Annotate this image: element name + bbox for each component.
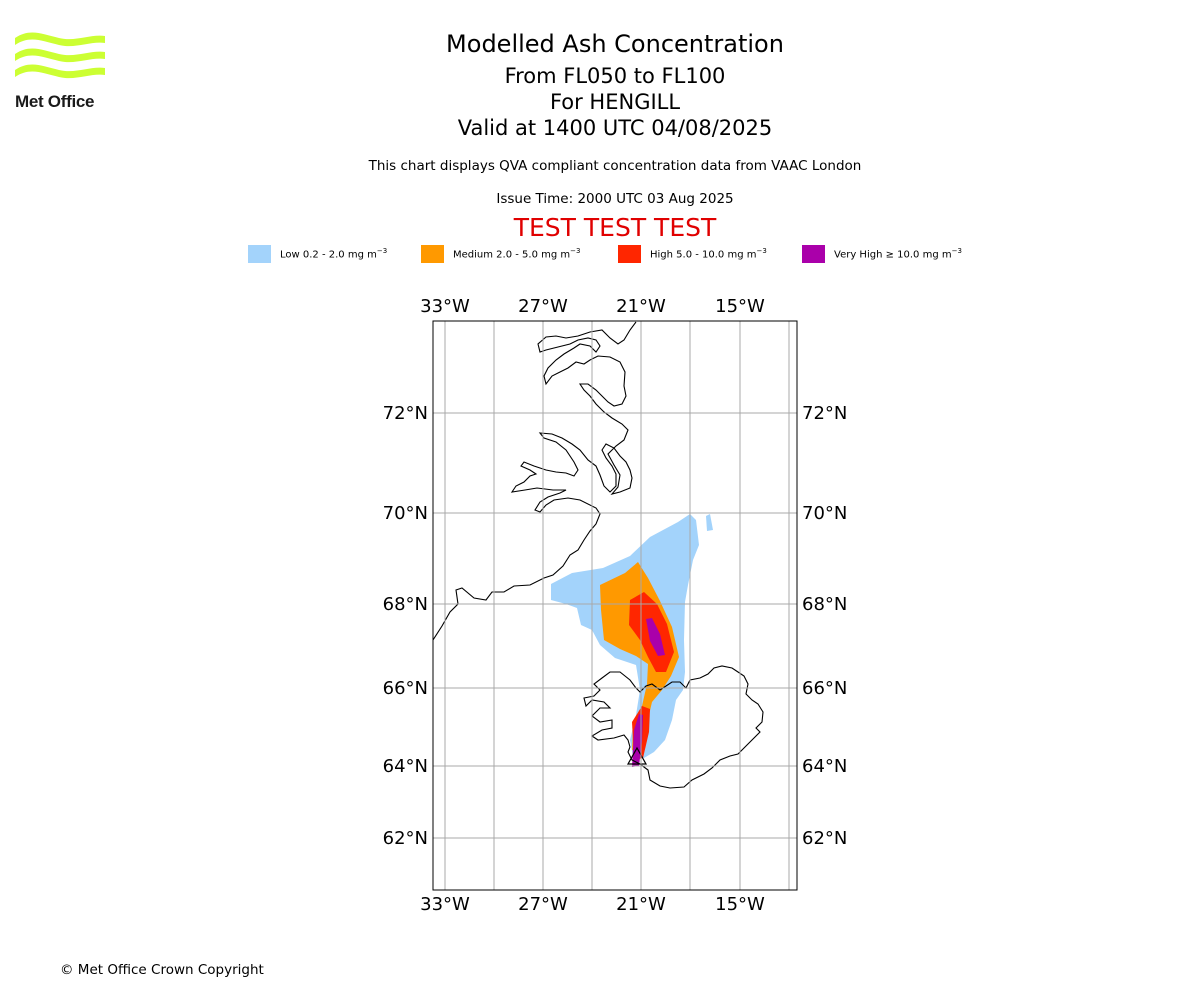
legend-item-medium: Medium 2.0 - 5.0 mg m−3 xyxy=(421,244,580,264)
met-office-logo xyxy=(15,32,105,79)
legend-unit-low: −3 xyxy=(376,247,388,256)
legend-item-low: Low 0.2 - 2.0 mg m−3 xyxy=(248,244,387,264)
ash-very-high-contour xyxy=(646,618,665,656)
lat-label-right-72n: 72°N xyxy=(802,403,847,424)
logo-waves-icon xyxy=(15,32,105,79)
legend-label-medium: Medium 2.0 - 5.0 mg m xyxy=(453,249,571,261)
lat-label-left-68n: 68°N xyxy=(383,594,428,615)
lat-label-left-70n: 70°N xyxy=(383,503,428,524)
lat-label-left-64n: 64°N xyxy=(383,756,428,777)
legend-label-very-high: Very High ≥ 10.0 mg m xyxy=(834,249,952,261)
legend-unit-very-high: −3 xyxy=(951,247,962,256)
copyright-footer: © Met Office Crown Copyright xyxy=(60,962,264,978)
lon-label-bottom-27w: 27°W xyxy=(518,894,568,915)
legend-swatch-very-high xyxy=(802,245,825,263)
legend-unit-medium: −3 xyxy=(570,247,581,256)
issue-time: Issue Time: 2000 UTC 03 Aug 2025 xyxy=(496,191,734,207)
lat-label-left-72n: 72°N xyxy=(383,403,428,424)
lat-label-right-68n: 68°N xyxy=(802,594,847,615)
legend-swatch-medium xyxy=(421,245,444,263)
lat-label-right-64n: 64°N xyxy=(802,756,847,777)
lon-label-bottom-15w: 15°W xyxy=(715,894,765,915)
coastlines xyxy=(433,321,764,789)
lat-label-right-66n: 66°N xyxy=(802,678,847,699)
lat-label-left-66n: 66°N xyxy=(383,678,428,699)
valid-time: Valid at 1400 UTC 04/08/2025 xyxy=(457,116,773,140)
lon-label-bottom-21w: 21°W xyxy=(616,894,666,915)
ash-low-islet xyxy=(706,514,713,531)
gridlines xyxy=(433,321,797,890)
greenland-coast xyxy=(433,321,637,641)
lon-label-bottom-33w: 33°W xyxy=(420,894,470,915)
lat-label-right-70n: 70°N xyxy=(802,503,847,524)
lon-label-top-21w: 21°W xyxy=(616,296,666,317)
compliance-note: This chart displays QVA compliant concen… xyxy=(368,158,862,174)
legend-swatch-low xyxy=(248,245,271,263)
legend-item-very-high: Very High ≥ 10.0 mg m−3 xyxy=(802,244,962,264)
lat-label-right-62n: 62°N xyxy=(802,828,847,849)
logo-text: Met Office xyxy=(15,92,95,111)
legend-item-high: High 5.0 - 10.0 mg m−3 xyxy=(618,244,767,264)
iceland-coast xyxy=(583,665,764,789)
map-frame xyxy=(432,320,798,891)
lon-label-top-15w: 15°W xyxy=(715,296,765,317)
chart-title: Modelled Ash Concentration xyxy=(446,30,784,58)
lon-label-top-27w: 27°W xyxy=(518,296,568,317)
test-banner: TEST TEST TEST xyxy=(513,213,717,242)
flight-levels: From FL050 to FL100 xyxy=(504,64,726,88)
legend-label-high: High 5.0 - 10.0 mg m xyxy=(650,249,757,261)
volcano-name: For HENGILL xyxy=(549,90,681,114)
legend-swatch-high xyxy=(618,245,641,263)
lat-label-left-62n: 62°N xyxy=(383,828,428,849)
legend-label-low: Low 0.2 - 2.0 mg m xyxy=(280,249,377,261)
lon-label-top-33w: 33°W xyxy=(420,296,470,317)
legend-unit-high: −3 xyxy=(756,247,767,256)
legend: Low 0.2 - 2.0 mg m−3 Medium 2.0 - 5.0 mg… xyxy=(0,244,1200,264)
